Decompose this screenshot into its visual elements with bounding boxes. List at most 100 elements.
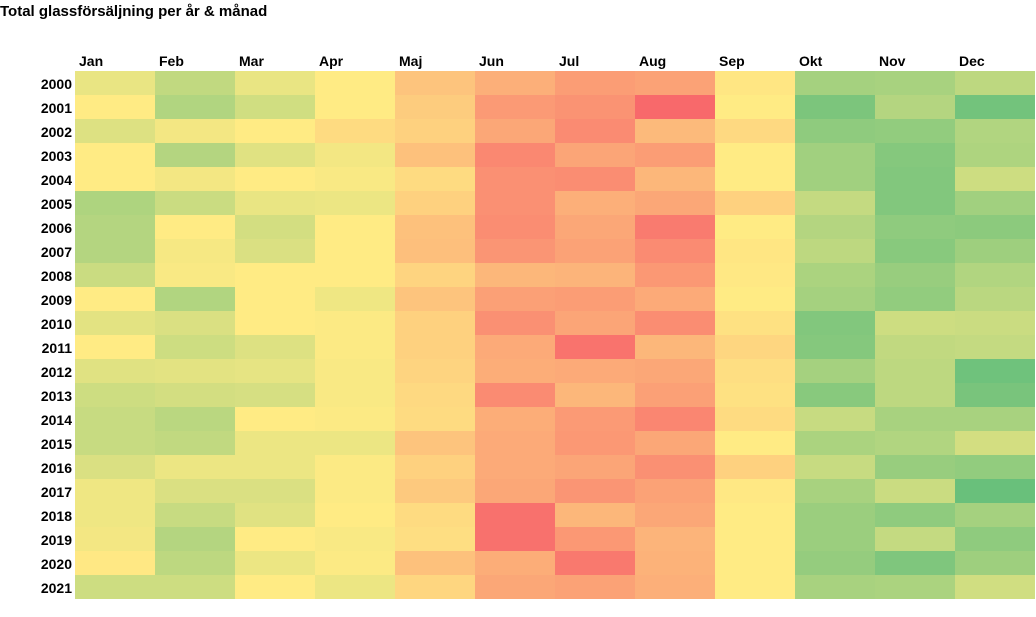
heat-cell-2020-jun <box>475 551 555 575</box>
column-label-nov: Nov <box>879 53 906 69</box>
heat-cell-2014-apr <box>315 407 395 431</box>
heat-cell-2002-jun <box>475 119 555 143</box>
heat-cell-2008-jun <box>475 263 555 287</box>
heat-cell-2012-sep <box>715 359 795 383</box>
row-label-2013: 2013 <box>41 388 72 404</box>
heat-cell-2019-feb <box>155 527 235 551</box>
heat-cell-2008-mar <box>235 263 315 287</box>
heat-cell-2008-maj <box>395 263 475 287</box>
heat-cell-2000-dec <box>955 71 1035 95</box>
heat-cell-2014-aug <box>635 407 715 431</box>
heat-cell-2003-jan <box>75 143 155 167</box>
row-label-2003: 2003 <box>41 148 72 164</box>
heat-cell-2003-jul <box>555 143 635 167</box>
heat-cell-2009-feb <box>155 287 235 311</box>
heat-cell-2005-dec <box>955 191 1035 215</box>
heat-cell-2019-jul <box>555 527 635 551</box>
heat-cell-2007-feb <box>155 239 235 263</box>
heat-cell-2014-maj <box>395 407 475 431</box>
heat-cell-2003-maj <box>395 143 475 167</box>
row-label-2014: 2014 <box>41 412 72 428</box>
heat-cell-2016-dec <box>955 455 1035 479</box>
heat-cell-2016-aug <box>635 455 715 479</box>
heat-cell-2008-jul <box>555 263 635 287</box>
heat-cell-2006-aug <box>635 215 715 239</box>
heat-cell-2009-mar <box>235 287 315 311</box>
heat-cell-2007-aug <box>635 239 715 263</box>
heat-cell-2018-maj <box>395 503 475 527</box>
heat-cell-2021-apr <box>315 575 395 599</box>
heat-cell-2014-jun <box>475 407 555 431</box>
heat-cell-2005-aug <box>635 191 715 215</box>
heat-cell-2010-nov <box>875 311 955 335</box>
heat-cell-2009-aug <box>635 287 715 311</box>
heat-cell-2001-feb <box>155 95 235 119</box>
heat-cell-2000-jan <box>75 71 155 95</box>
heat-cell-2019-jun <box>475 527 555 551</box>
heat-cell-2017-dec <box>955 479 1035 503</box>
heat-cell-2006-okt <box>795 215 875 239</box>
heat-cell-2019-nov <box>875 527 955 551</box>
heat-cell-2014-okt <box>795 407 875 431</box>
heat-cell-2005-jul <box>555 191 635 215</box>
row-label-2012: 2012 <box>41 364 72 380</box>
heat-cell-2011-okt <box>795 335 875 359</box>
heat-cell-2019-dec <box>955 527 1035 551</box>
heat-cell-2008-nov <box>875 263 955 287</box>
heat-cell-2005-sep <box>715 191 795 215</box>
heat-cell-2021-feb <box>155 575 235 599</box>
heat-cell-2018-jan <box>75 503 155 527</box>
heat-cell-2019-okt <box>795 527 875 551</box>
heat-cell-2015-mar <box>235 431 315 455</box>
heat-cell-2008-feb <box>155 263 235 287</box>
heat-cell-2020-feb <box>155 551 235 575</box>
heat-cell-2017-apr <box>315 479 395 503</box>
heat-cell-2017-jul <box>555 479 635 503</box>
heat-cell-2000-aug <box>635 71 715 95</box>
heat-cell-2007-jun <box>475 239 555 263</box>
heat-cell-2021-jun <box>475 575 555 599</box>
heat-cell-2013-nov <box>875 383 955 407</box>
heat-cell-2003-nov <box>875 143 955 167</box>
heat-cell-2013-jan <box>75 383 155 407</box>
heat-cell-2010-maj <box>395 311 475 335</box>
heat-cell-2011-mar <box>235 335 315 359</box>
heat-cell-2020-okt <box>795 551 875 575</box>
heat-cell-2012-jun <box>475 359 555 383</box>
heat-cell-2002-jul <box>555 119 635 143</box>
heat-cell-2015-feb <box>155 431 235 455</box>
heat-cell-2018-jul <box>555 503 635 527</box>
heat-cell-2000-nov <box>875 71 955 95</box>
heat-cell-2000-jul <box>555 71 635 95</box>
heat-cell-2021-dec <box>955 575 1035 599</box>
heat-cell-2009-nov <box>875 287 955 311</box>
heat-cell-2013-jun <box>475 383 555 407</box>
heat-cell-2001-mar <box>235 95 315 119</box>
heat-cell-2019-jan <box>75 527 155 551</box>
heat-cell-2018-feb <box>155 503 235 527</box>
heat-cell-2004-maj <box>395 167 475 191</box>
heat-cell-2009-sep <box>715 287 795 311</box>
heat-cell-2014-dec <box>955 407 1035 431</box>
column-label-sep: Sep <box>719 53 745 69</box>
heat-cell-2004-mar <box>235 167 315 191</box>
heat-cell-2015-apr <box>315 431 395 455</box>
heat-cell-2017-sep <box>715 479 795 503</box>
heat-cell-2006-nov <box>875 215 955 239</box>
row-label-2008: 2008 <box>41 268 72 284</box>
heat-cell-2020-jul <box>555 551 635 575</box>
heat-cell-2001-dec <box>955 95 1035 119</box>
heat-cell-2007-okt <box>795 239 875 263</box>
heat-cell-2017-jun <box>475 479 555 503</box>
heat-cell-2016-sep <box>715 455 795 479</box>
heat-cell-2000-maj <box>395 71 475 95</box>
heat-cell-2019-mar <box>235 527 315 551</box>
heat-cell-2012-apr <box>315 359 395 383</box>
heat-cell-2013-mar <box>235 383 315 407</box>
heat-cell-2015-dec <box>955 431 1035 455</box>
heat-cell-2010-feb <box>155 311 235 335</box>
column-label-jan: Jan <box>79 53 103 69</box>
heat-cell-2001-apr <box>315 95 395 119</box>
heat-cell-2012-jul <box>555 359 635 383</box>
heat-cell-2018-aug <box>635 503 715 527</box>
